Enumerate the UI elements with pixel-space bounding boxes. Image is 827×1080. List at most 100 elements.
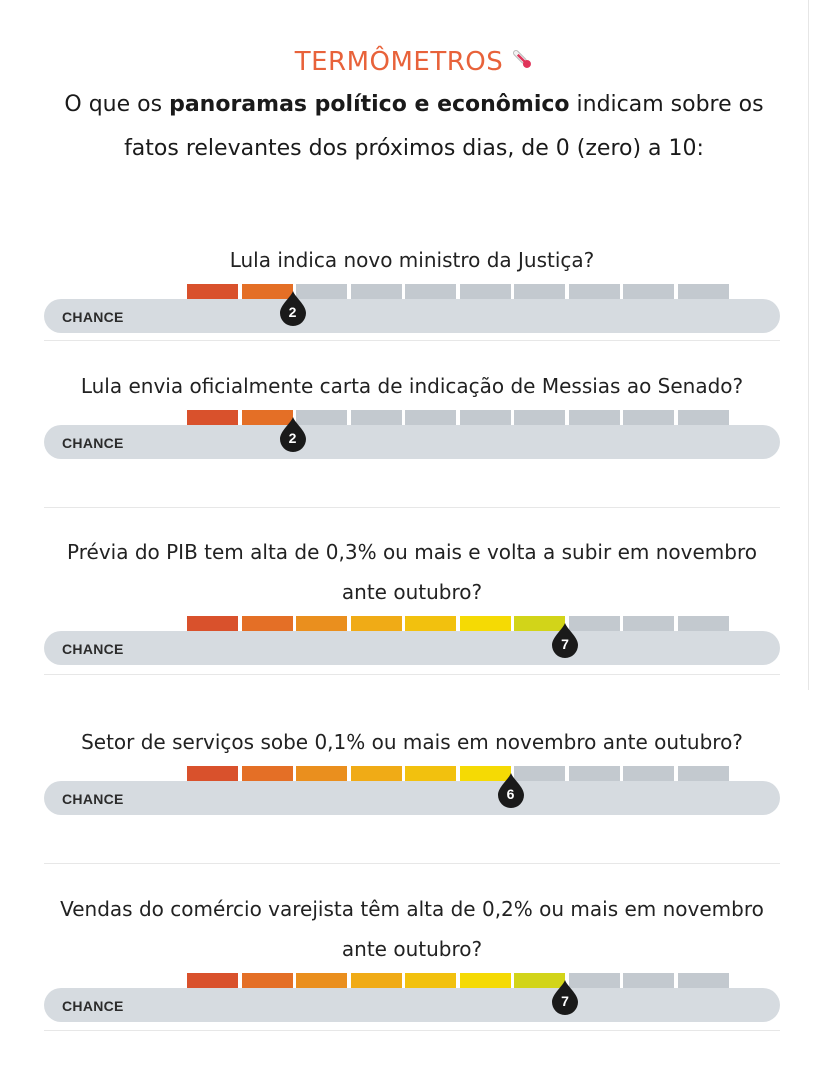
intro-text-start: O que os	[64, 91, 170, 117]
meter-segment	[405, 616, 456, 631]
meter-segment	[405, 766, 456, 781]
meter-segment	[241, 410, 293, 425]
meter-segment	[405, 284, 456, 299]
meter-segment	[187, 973, 238, 988]
meter-segment	[459, 410, 511, 425]
meter-segment	[241, 284, 293, 299]
meter-segment	[296, 616, 347, 631]
divider	[44, 340, 780, 341]
meter-segment	[623, 616, 674, 631]
question-text: Vendas do comércio varejista têm alta de…	[60, 897, 764, 961]
meter-segment	[568, 284, 620, 299]
chance-label: CHANCE	[62, 791, 124, 807]
meter-segments	[187, 410, 732, 425]
question-text: Prévia do PIB tem alta de 0,3% ou mais e…	[67, 540, 757, 604]
meter-segment	[568, 410, 620, 425]
meter-segment	[187, 284, 238, 299]
chance-label: CHANCE	[62, 998, 124, 1014]
question-text: Lula indica novo ministro da Justiça?	[229, 248, 595, 272]
meter-segment	[350, 616, 402, 631]
value-marker: 2	[278, 417, 308, 453]
marker-value: 2	[288, 430, 297, 446]
intro-text: O que os panoramas político e econômico …	[40, 83, 788, 171]
meter-segment	[677, 766, 729, 781]
meter-segments	[187, 973, 732, 988]
meter-segment	[623, 410, 674, 425]
meter-segment	[623, 766, 674, 781]
meter-segment	[623, 973, 674, 988]
meter-segments	[187, 616, 732, 631]
value-marker: 2	[278, 291, 308, 327]
meter-segment	[241, 616, 293, 631]
value-marker: 6	[496, 773, 526, 809]
meter-segment	[296, 766, 347, 781]
divider	[44, 674, 780, 675]
meter-segment	[241, 973, 293, 988]
thermometer-icon	[511, 45, 533, 81]
question-text: Setor de serviços sobe 0,1% ou mais em n…	[81, 730, 743, 754]
marker-value: 7	[561, 993, 569, 1009]
section-title-text: TERMÔMETROS	[294, 47, 504, 77]
meter-track	[44, 425, 780, 459]
meter-segment	[405, 410, 456, 425]
thermometers-header: TERMÔMETROS O que os panoramas político …	[40, 44, 788, 171]
meter-segment	[514, 973, 565, 988]
meter-segment	[241, 766, 293, 781]
chance-meter: CHANCE 7	[44, 616, 780, 666]
meter-track	[44, 988, 780, 1022]
content-divider	[808, 0, 809, 690]
meter-segment	[568, 973, 620, 988]
divider	[44, 863, 780, 864]
thermometer-item: Setor de serviços sobe 0,1% ou mais em n…	[44, 722, 780, 816]
marker-value: 7	[561, 636, 569, 652]
thermometer-item: Lula envia oficialmente carta de indicaç…	[44, 366, 780, 460]
meter-segments	[187, 284, 732, 299]
meter-segment	[514, 410, 565, 425]
meter-track	[44, 299, 780, 333]
value-marker: 7	[550, 623, 580, 659]
thermometer-item: Lula indica novo ministro da Justiça? CH…	[44, 240, 780, 334]
meter-segment	[514, 284, 565, 299]
intro-text-bold: panoramas político e econômico	[169, 91, 570, 117]
chance-meter: CHANCE 2	[44, 284, 780, 334]
meter-segment	[296, 410, 347, 425]
meter-segment	[350, 973, 402, 988]
thermometer-item: Prévia do PIB tem alta de 0,3% ou mais e…	[44, 532, 780, 666]
chance-meter: CHANCE 6	[44, 766, 780, 816]
chance-label: CHANCE	[62, 309, 124, 325]
meter-segment	[459, 973, 511, 988]
meter-segment	[296, 284, 347, 299]
meter-segment	[623, 284, 674, 299]
divider	[44, 507, 780, 508]
chance-label: CHANCE	[62, 435, 124, 451]
meter-segment	[677, 284, 729, 299]
intro-text-end: indicam sobre os fatos relevantes dos pr…	[124, 91, 764, 161]
meter-segment	[459, 616, 511, 631]
marker-value: 6	[506, 786, 515, 802]
meter-segment	[405, 973, 456, 988]
meter-segment	[677, 973, 729, 988]
value-marker: 7	[550, 980, 580, 1016]
meter-segment	[459, 766, 511, 781]
divider	[44, 1030, 780, 1031]
question-text: Lula envia oficialmente carta de indicaç…	[80, 374, 744, 398]
meter-segment	[677, 410, 729, 425]
meter-segment	[350, 284, 402, 299]
meter-segment	[677, 616, 729, 631]
section-title: TERMÔMETROS	[40, 44, 788, 81]
meter-segment	[514, 616, 565, 631]
chance-meter: CHANCE 7	[44, 973, 780, 1023]
meter-segment	[187, 410, 238, 425]
meter-track	[44, 631, 780, 665]
meter-segment	[514, 766, 565, 781]
meter-segment	[568, 766, 620, 781]
meter-segments	[187, 766, 732, 781]
meter-segment	[296, 973, 347, 988]
thermometer-item: Vendas do comércio varejista têm alta de…	[44, 889, 780, 1023]
marker-value: 2	[288, 304, 297, 320]
chance-meter: CHANCE 2	[44, 410, 780, 460]
meter-segment	[350, 410, 402, 425]
meter-segment	[568, 616, 620, 631]
meter-segment	[187, 766, 238, 781]
meter-segment	[350, 766, 402, 781]
